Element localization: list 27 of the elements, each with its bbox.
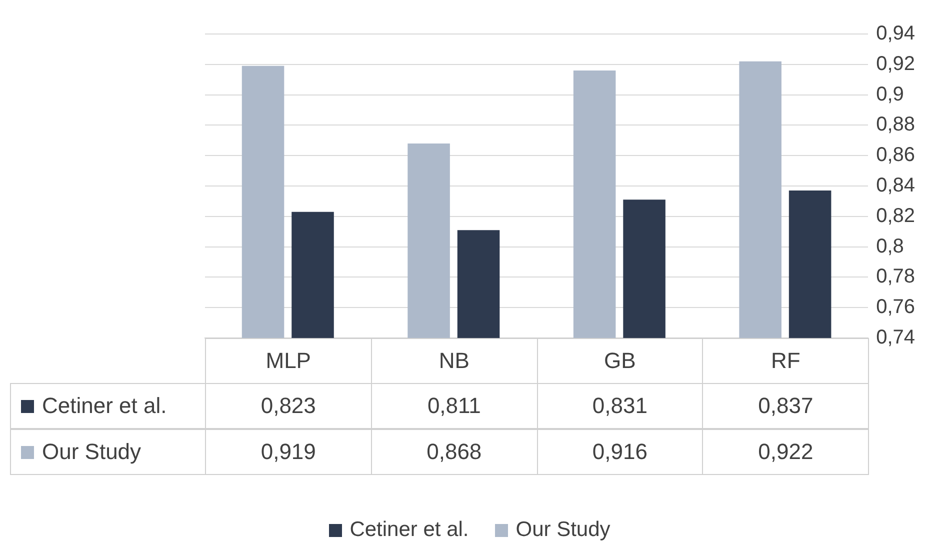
data-label: 0,823 — [205, 383, 372, 429]
y-tick-label: 0,88 — [876, 114, 916, 136]
y-tick-label: 0,78 — [876, 266, 916, 288]
data-label: 0,919 — [205, 429, 372, 475]
y-tick-label: 0,84 — [876, 174, 916, 197]
text: Our Study — [42, 439, 142, 464]
x-tick-label: NB — [370, 338, 538, 384]
text: Cetiner et al. — [42, 393, 167, 418]
y-tick-label: 0,8 — [876, 235, 904, 258]
data-label: 0,831 — [536, 383, 704, 429]
x-tick-label: MLP — [205, 338, 372, 384]
data-label: 0,922 — [702, 429, 870, 475]
x-tick-label: RF — [702, 338, 870, 384]
data-label: 0,916 — [536, 429, 704, 475]
x-tick-label: GB — [536, 338, 704, 384]
data-label: 0,811 — [370, 383, 538, 429]
y-tick-label: 0,74 — [876, 326, 916, 349]
y-tick-label: 0,76 — [876, 296, 916, 318]
legend-label: Our Study — [516, 518, 610, 542]
y-tick-label: 0,94 — [876, 22, 916, 45]
data-label: 0,837 — [702, 383, 870, 429]
legend-label: Cetiner et al. — [350, 518, 469, 542]
y-tick-label: 0,82 — [876, 204, 916, 227]
data-label: 0,868 — [370, 429, 538, 475]
y-tick-label: 0,9 — [876, 83, 904, 106]
y-tick-label: 0,86 — [876, 144, 916, 166]
y-tick-label: 0,92 — [876, 52, 916, 75]
